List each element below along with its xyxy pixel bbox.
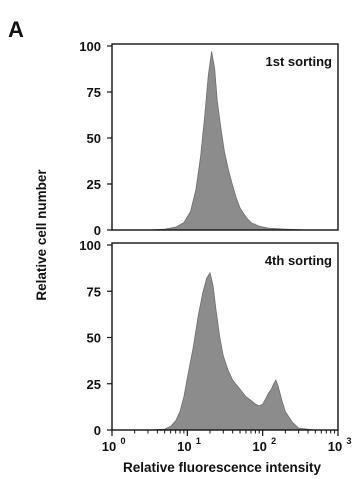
y-axis-label: Relative cell number bbox=[34, 169, 49, 301]
y-tick-label: 100 bbox=[79, 238, 101, 253]
y-tick-label: 75 bbox=[87, 85, 101, 100]
y-tick-label: 50 bbox=[87, 331, 101, 346]
x-tick-label: 10 bbox=[252, 439, 266, 454]
x-tick-exponent: 0 bbox=[120, 436, 125, 446]
panel-annotation: 1st sorting bbox=[266, 54, 333, 69]
plot-frame-2 bbox=[111, 242, 339, 431]
histogram-series-2 bbox=[112, 271, 338, 431]
plot-frame-1 bbox=[111, 43, 339, 231]
x-tick-exponent: 1 bbox=[196, 436, 201, 446]
panel-label: A bbox=[8, 17, 24, 42]
y-tick-label: 0 bbox=[94, 423, 101, 438]
y-tick-label: 25 bbox=[87, 377, 101, 392]
x-tick-label: 10 bbox=[177, 439, 191, 454]
x-axis-label: Relative fluorescence intensity bbox=[123, 460, 322, 475]
x-tick-label: 10 bbox=[102, 439, 116, 454]
panel-annotation: 4th sorting bbox=[265, 253, 332, 268]
histogram-series-1 bbox=[112, 51, 338, 231]
x-tick-exponent: 3 bbox=[346, 436, 351, 446]
y-tick-label: 75 bbox=[87, 284, 101, 299]
y-tick-label: 25 bbox=[87, 177, 101, 192]
y-tick-label: 100 bbox=[79, 39, 101, 54]
x-tick-label: 10 bbox=[328, 439, 342, 454]
x-tick-exponent: 2 bbox=[271, 436, 276, 446]
y-tick-label: 50 bbox=[87, 131, 101, 146]
y-tick-label: 0 bbox=[94, 223, 101, 238]
